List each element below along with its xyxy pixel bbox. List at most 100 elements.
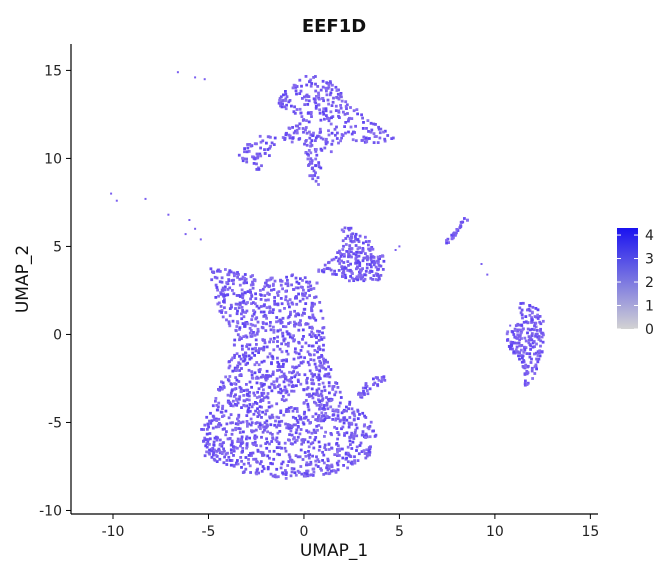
cell-point	[346, 234, 350, 238]
cell-point	[374, 272, 378, 276]
cell-point	[347, 118, 351, 121]
cell-point	[358, 264, 362, 268]
cell-point	[284, 388, 288, 392]
cell-point	[298, 107, 302, 111]
cell-point	[357, 254, 361, 258]
cell-point	[222, 292, 226, 296]
cell-point	[368, 424, 372, 428]
cell-point	[317, 161, 321, 164]
cell-point	[366, 258, 369, 262]
colorbar-tick-label: 3	[645, 252, 654, 268]
cell-point	[338, 262, 342, 265]
cell-point	[340, 99, 344, 103]
cell-point	[252, 457, 255, 461]
cell-point	[268, 386, 272, 389]
cell-point	[265, 446, 269, 450]
cell-point	[517, 354, 520, 358]
cell-point	[326, 457, 330, 461]
cell-point	[306, 386, 310, 389]
cell-point	[364, 382, 368, 385]
cell-point	[309, 157, 313, 161]
cell-point	[231, 404, 235, 408]
cell-point	[224, 375, 228, 379]
cell-point	[526, 308, 529, 312]
cell-point	[280, 321, 284, 324]
cell-point	[309, 358, 313, 361]
cell-point	[221, 381, 225, 385]
cell-point	[302, 130, 305, 134]
cell-point	[341, 134, 345, 137]
cell-point	[288, 423, 292, 427]
cell-point	[212, 271, 215, 274]
cell-point	[307, 163, 311, 166]
cell-point	[209, 447, 213, 451]
cell-point	[214, 397, 218, 400]
cell-point	[236, 446, 239, 450]
cell-point	[246, 422, 249, 426]
cell-point	[314, 150, 318, 153]
cell-point	[381, 268, 385, 271]
cell-point	[373, 381, 377, 385]
cell-point	[377, 259, 380, 263]
cell-point	[463, 217, 466, 220]
cell-point	[259, 398, 263, 402]
cell-point	[367, 240, 371, 243]
cell-point	[230, 389, 234, 393]
cell-point	[268, 416, 272, 420]
cell-point	[251, 280, 254, 284]
cell-point	[537, 351, 541, 355]
cell-point	[329, 91, 333, 95]
cell-point	[372, 274, 376, 277]
cell-point	[515, 345, 519, 349]
cell-point	[238, 303, 242, 306]
cell-point	[297, 127, 301, 130]
cell-point	[241, 156, 244, 160]
cell-point	[376, 383, 379, 386]
cell-point	[241, 420, 245, 424]
cell-point	[316, 329, 319, 333]
cell-point	[220, 276, 224, 280]
cell-point	[232, 449, 236, 453]
cell-point	[294, 276, 298, 280]
cell-point	[288, 321, 292, 324]
x-axis-title: UMAP_1	[300, 541, 368, 561]
cell-point	[290, 458, 294, 462]
cell-point	[319, 118, 323, 122]
cell-point	[246, 361, 249, 365]
cell-point	[330, 463, 334, 467]
cell-point	[288, 455, 292, 459]
cell-point	[240, 312, 243, 316]
cell-point	[325, 137, 328, 141]
cell-point	[308, 174, 312, 178]
cell-point	[346, 466, 349, 470]
cell-point	[320, 354, 323, 357]
cell-point	[261, 139, 265, 143]
cell-point	[534, 321, 538, 325]
cell-point	[372, 259, 376, 263]
cell-point	[257, 168, 261, 171]
cell-point	[314, 365, 318, 369]
cell-point	[314, 89, 318, 93]
cell-point	[229, 402, 233, 406]
cell-point	[299, 428, 303, 431]
cell-point	[321, 381, 325, 385]
cell-point	[275, 467, 279, 471]
cell-point	[345, 456, 348, 460]
cell-point	[362, 241, 365, 245]
cell-point	[231, 319, 235, 323]
cell-point	[289, 310, 292, 314]
cell-point	[290, 380, 294, 384]
cell-point	[302, 412, 306, 416]
cell-point	[307, 315, 311, 319]
cell-point	[284, 449, 288, 453]
cell-point	[320, 468, 323, 472]
cell-point	[314, 171, 317, 175]
cell-point	[297, 352, 301, 356]
cell-point	[270, 288, 273, 292]
cell-point	[299, 355, 303, 359]
cell-point	[222, 447, 225, 451]
cell-point	[287, 341, 290, 345]
cell-point	[296, 378, 300, 382]
cell-point	[368, 435, 372, 439]
